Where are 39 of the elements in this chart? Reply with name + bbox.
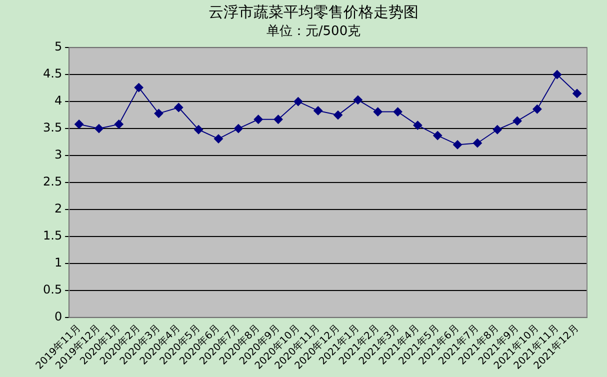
point: [214, 134, 223, 144]
y-tick-label: 2.5: [42, 174, 62, 189]
point: [373, 107, 382, 116]
point: [453, 140, 462, 150]
point: [94, 124, 104, 134]
point: [492, 125, 502, 134]
y-tick-label: 5: [54, 40, 62, 54]
point: [174, 102, 184, 112]
y-tick-label: 1.5: [42, 228, 62, 243]
y-tick-label: 3: [54, 148, 62, 162]
point: [353, 95, 362, 104]
point: [274, 114, 283, 124]
point: [472, 138, 482, 148]
point: [334, 110, 342, 120]
point: [572, 88, 582, 98]
y-tick-label: 3.5: [42, 120, 62, 135]
point: [532, 104, 542, 114]
y-tick-label: 0: [54, 310, 62, 324]
point: [114, 120, 124, 129]
chart-title: 云浮市蔬菜平均零售价格走势图: [208, 2, 418, 21]
point: [512, 116, 522, 126]
point: [234, 124, 243, 134]
point: [393, 107, 402, 116]
point: [413, 120, 422, 130]
y-tick-label: 0.5: [42, 282, 62, 297]
y-tick-label: 1: [54, 256, 62, 270]
point: [74, 120, 84, 129]
point: [552, 70, 562, 80]
point: [134, 83, 144, 92]
y-tick-label: 2: [54, 202, 62, 216]
point: [194, 125, 204, 134]
y-tick-label: 4: [54, 94, 62, 108]
point: [433, 131, 442, 140]
point: [254, 114, 263, 124]
chart-subtitle: 单位：元/500克: [266, 24, 361, 40]
point: [154, 108, 164, 118]
point: [314, 106, 323, 116]
point: [294, 97, 303, 106]
y-tick-label: 4.5: [42, 66, 62, 81]
